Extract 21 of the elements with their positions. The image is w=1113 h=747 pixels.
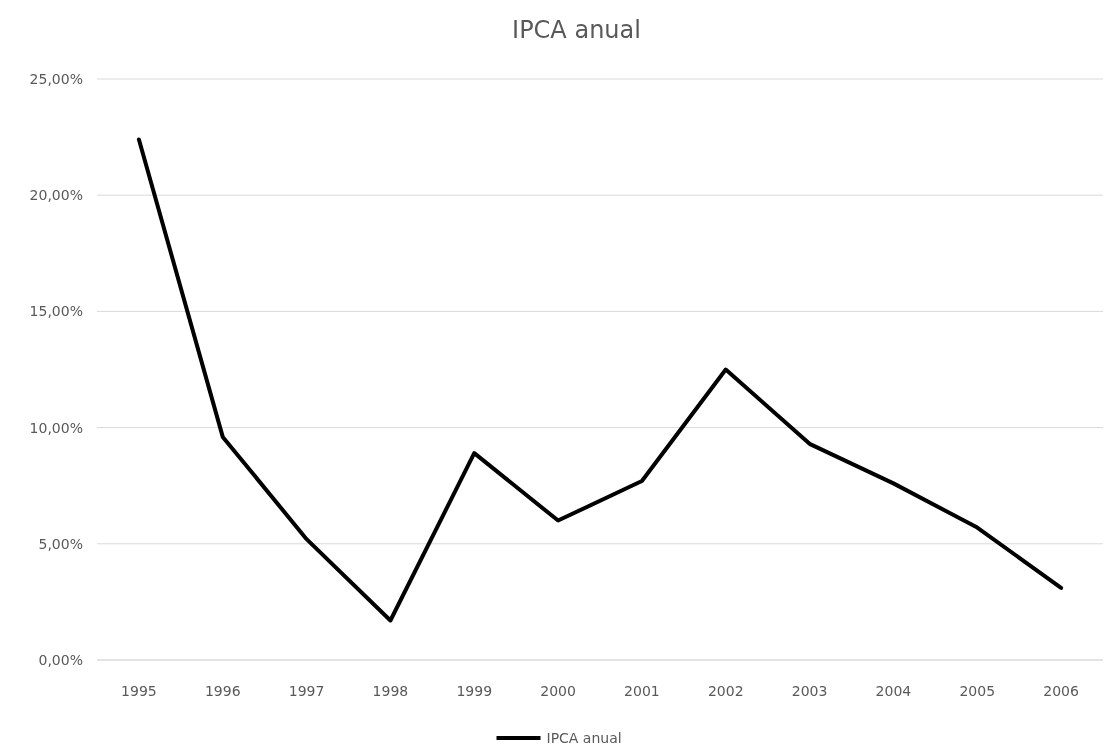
line-series [136, 137, 1064, 623]
y-tick-label: 15,00% [29, 303, 83, 320]
y-tick-label: 5,00% [38, 535, 83, 552]
x-tick-label: 1998 [372, 683, 409, 699]
x-tick-label: 1995 [121, 683, 157, 699]
y-tick-label: 25,00% [29, 70, 83, 87]
y-tick-label: 20,00% [29, 187, 83, 204]
x-tick-label: 1997 [288, 683, 325, 699]
y-tick-label: 0,00% [38, 651, 83, 668]
legend-label: IPCA anual [546, 729, 622, 746]
x-tick-label: 2001 [624, 683, 660, 699]
x-tick-label: 2004 [875, 683, 912, 699]
x-tick-label: 2002 [707, 683, 744, 699]
y-tick-label: 10,00% [29, 419, 83, 436]
x-tick-label: 2006 [1043, 683, 1079, 699]
x-tick-label: 2000 [540, 683, 576, 699]
x-tick-label: 1996 [204, 683, 241, 699]
chart-title: IPCA anual [512, 16, 641, 44]
x-tick-label: 2005 [959, 683, 996, 699]
x-tick-label: 2003 [791, 683, 828, 699]
x-tick-label: 1999 [456, 683, 493, 699]
